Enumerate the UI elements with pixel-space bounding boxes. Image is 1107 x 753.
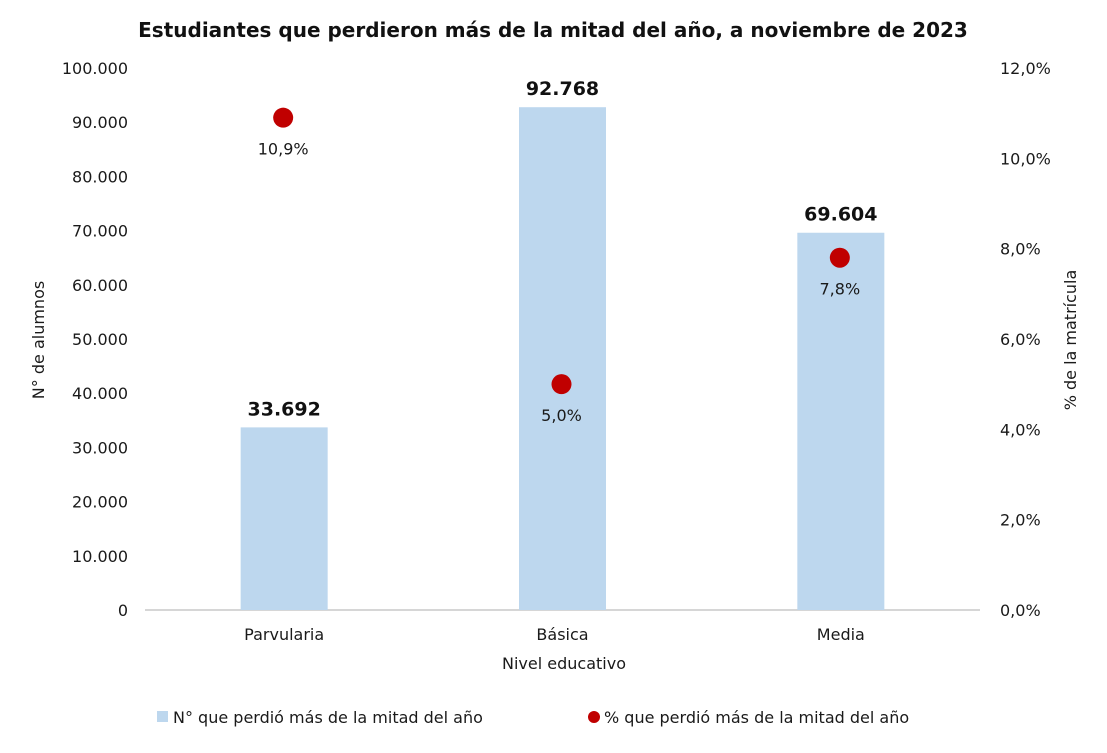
- y-tick-label: 50.000: [72, 330, 128, 349]
- legend-point-swatch: [588, 711, 600, 723]
- y-tick-label: 40.000: [72, 384, 128, 403]
- chart-title: Estudiantes que perdieron más de la mita…: [138, 18, 968, 42]
- legend-bar-swatch: [157, 711, 168, 722]
- x-axis-ticks: Parvularia Básica Media: [244, 625, 865, 644]
- y2-tick-label: 2,0%: [1000, 511, 1041, 530]
- x-tick-label: Media: [817, 625, 865, 644]
- y2-axis-title: % de la matrícula: [1061, 270, 1080, 411]
- y-tick-label: 90.000: [72, 113, 128, 132]
- x-tick-label: Parvularia: [244, 625, 324, 644]
- bar-series: [240, 107, 885, 610]
- y-tick-label: 80.000: [72, 167, 128, 186]
- point-data-labels: 10,9% 5,0% 7,8%: [258, 140, 860, 425]
- y2-tick-label: 6,0%: [1000, 330, 1041, 349]
- y2-tick-label: 12,0%: [1000, 59, 1051, 78]
- bar: [519, 107, 606, 610]
- right-axis-ticks: 0,0% 2,0% 4,0% 6,0% 8,0% 10,0% 12,0%: [1000, 59, 1051, 620]
- bar-value-label: 92.768: [526, 78, 599, 100]
- data-point: [551, 374, 572, 395]
- point-value-label: 7,8%: [820, 280, 861, 299]
- legend-point-label: % que perdió más de la mitad del año: [604, 708, 909, 727]
- y2-tick-label: 0,0%: [1000, 601, 1041, 620]
- point-series: [273, 107, 850, 395]
- data-point: [829, 247, 850, 268]
- point-value-label: 10,9%: [258, 140, 309, 159]
- y2-tick-label: 8,0%: [1000, 240, 1041, 259]
- y-axis-title: N° de alumnos: [29, 281, 48, 399]
- point-value-label: 5,0%: [541, 406, 582, 425]
- y-tick-label: 10.000: [72, 547, 128, 566]
- y-tick-label: 30.000: [72, 438, 128, 457]
- bar-value-label: 69.604: [804, 204, 877, 226]
- y2-tick-label: 10,0%: [1000, 149, 1051, 168]
- y-tick-label: 70.000: [72, 222, 128, 241]
- bar: [240, 427, 328, 610]
- y2-tick-label: 4,0%: [1000, 420, 1041, 439]
- y-tick-label: 100.000: [62, 59, 128, 78]
- bar-value-label: 33.692: [248, 398, 321, 420]
- bar-data-labels: 33.692 92.768 69.604: [248, 78, 878, 420]
- data-point: [273, 107, 294, 128]
- y-tick-label: 0: [118, 601, 128, 620]
- left-axis-ticks: 0 10.000 20.000 30.000 40.000 50.000 60.000 70.…: [62, 59, 128, 620]
- x-tick-label: Básica: [536, 625, 588, 644]
- legend-bar-label: N° que perdió más de la mitad del año: [173, 708, 483, 727]
- y-tick-label: 60.000: [72, 276, 128, 295]
- bar: [797, 232, 885, 610]
- y-tick-label: 20.000: [72, 493, 128, 512]
- x-axis-title: Nivel educativo: [502, 654, 626, 673]
- legend: N° que perdió más de la mitad del año % …: [157, 708, 909, 727]
